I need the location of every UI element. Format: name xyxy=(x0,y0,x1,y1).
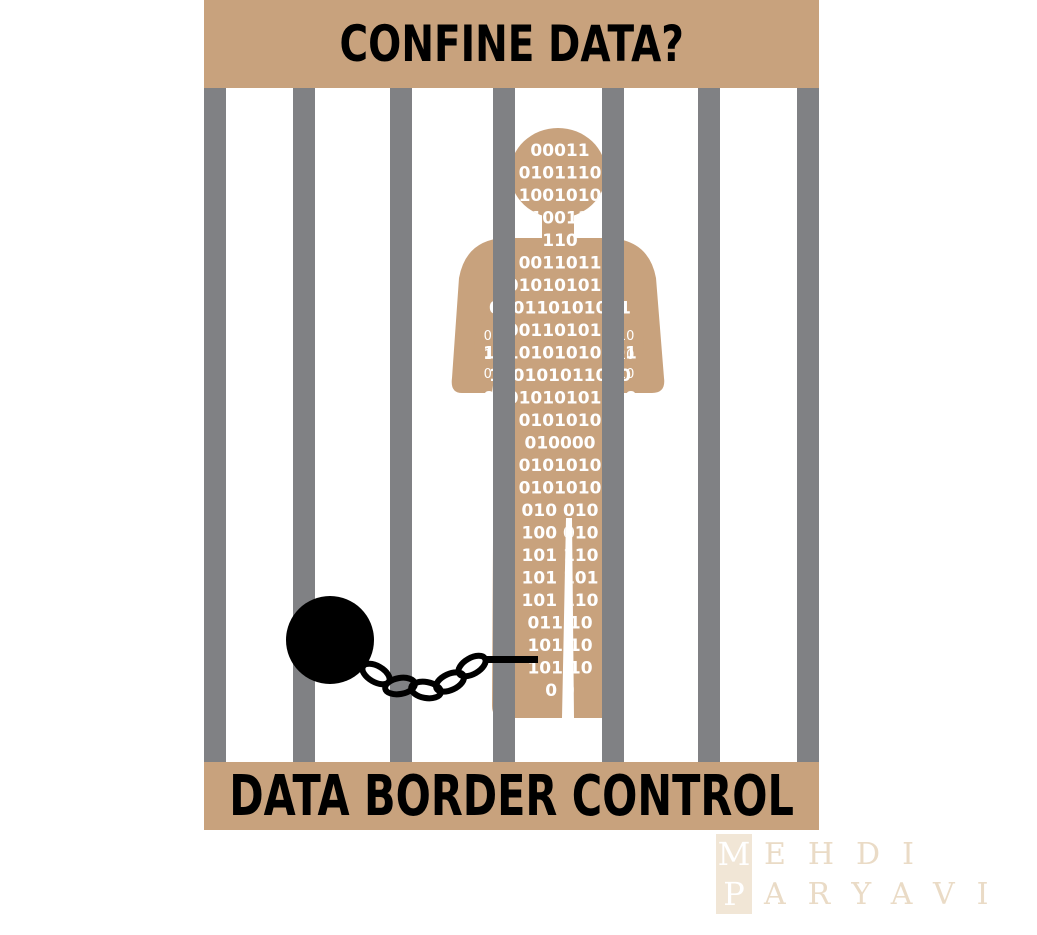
data-prisoner-figure: 0001101011101001010100111100011011101010… xyxy=(451,128,665,718)
binary-row: 1010101010101 xyxy=(483,344,637,364)
binary-row: 1001010 xyxy=(519,186,602,206)
jail-bar xyxy=(493,88,515,762)
jail-bar xyxy=(602,88,624,762)
watermark-line-2: P ARYAVI xyxy=(716,874,1011,914)
binary-row: 110 xyxy=(542,231,578,251)
binary-row: 0011011 xyxy=(519,254,602,274)
binary-row: 00011010101 xyxy=(495,321,625,341)
ball-and-chain xyxy=(286,596,538,702)
binary-row: 0101010 xyxy=(519,411,602,431)
binary-row: 10011 xyxy=(530,209,589,229)
artist-watermark: M EHDI P ARYAVI xyxy=(716,832,1016,918)
binary-digits: 0001101011101001010100111100011011101010… xyxy=(483,141,637,701)
watermark-last-name: ARYAVI xyxy=(764,876,1011,912)
binary-row: 100 010 xyxy=(522,524,599,544)
jail-scene: 0001101011101001010100111100011011101010… xyxy=(204,88,819,762)
jail-bar xyxy=(204,88,226,762)
watermark-initial-m: M xyxy=(716,834,752,874)
binary-row: 101 10 xyxy=(527,659,592,679)
jail-bar xyxy=(390,88,412,762)
jail-bar xyxy=(293,88,315,762)
bottom-banner: DATA BORDER CONTROL xyxy=(204,762,819,830)
watermark-initial-p: P xyxy=(716,874,752,914)
jail-bars xyxy=(204,88,819,762)
binary-row: 101 110 xyxy=(522,591,599,611)
ankle-cuff xyxy=(486,656,538,663)
binary-row: 101 10 xyxy=(527,636,592,656)
binary-row: 0101110 xyxy=(519,164,602,184)
binary-row: 00011 xyxy=(530,141,589,161)
bottom-title: DATA BORDER CONTROL xyxy=(229,763,794,829)
binary-row: 101 110 xyxy=(522,546,599,566)
binary-row: 0101010 xyxy=(519,479,602,499)
jail-bar xyxy=(698,88,720,762)
binary-row: 010000 xyxy=(525,434,596,454)
binary-row: 0 0 xyxy=(545,681,575,701)
binary-row: 110101011010 xyxy=(489,366,631,386)
watermark-line-1: M EHDI xyxy=(716,834,936,874)
top-title: CONFINE DATA? xyxy=(339,15,684,73)
binary-row: 011 10 xyxy=(527,614,592,634)
iron-ball xyxy=(286,596,374,684)
binary-row: 010110101001 xyxy=(489,299,631,319)
watermark-first-name: EHDI xyxy=(764,836,936,872)
binary-row: 0101010101010 xyxy=(483,389,637,409)
top-banner: CONFINE DATA? xyxy=(204,0,819,88)
binary-row: 10101010101 xyxy=(495,276,625,296)
chain xyxy=(359,652,489,702)
binary-row: 010 010 xyxy=(522,501,599,521)
binary-row: 0101010 xyxy=(519,456,602,476)
binary-row: 101 101 xyxy=(522,569,599,589)
jail-bar xyxy=(797,88,819,762)
